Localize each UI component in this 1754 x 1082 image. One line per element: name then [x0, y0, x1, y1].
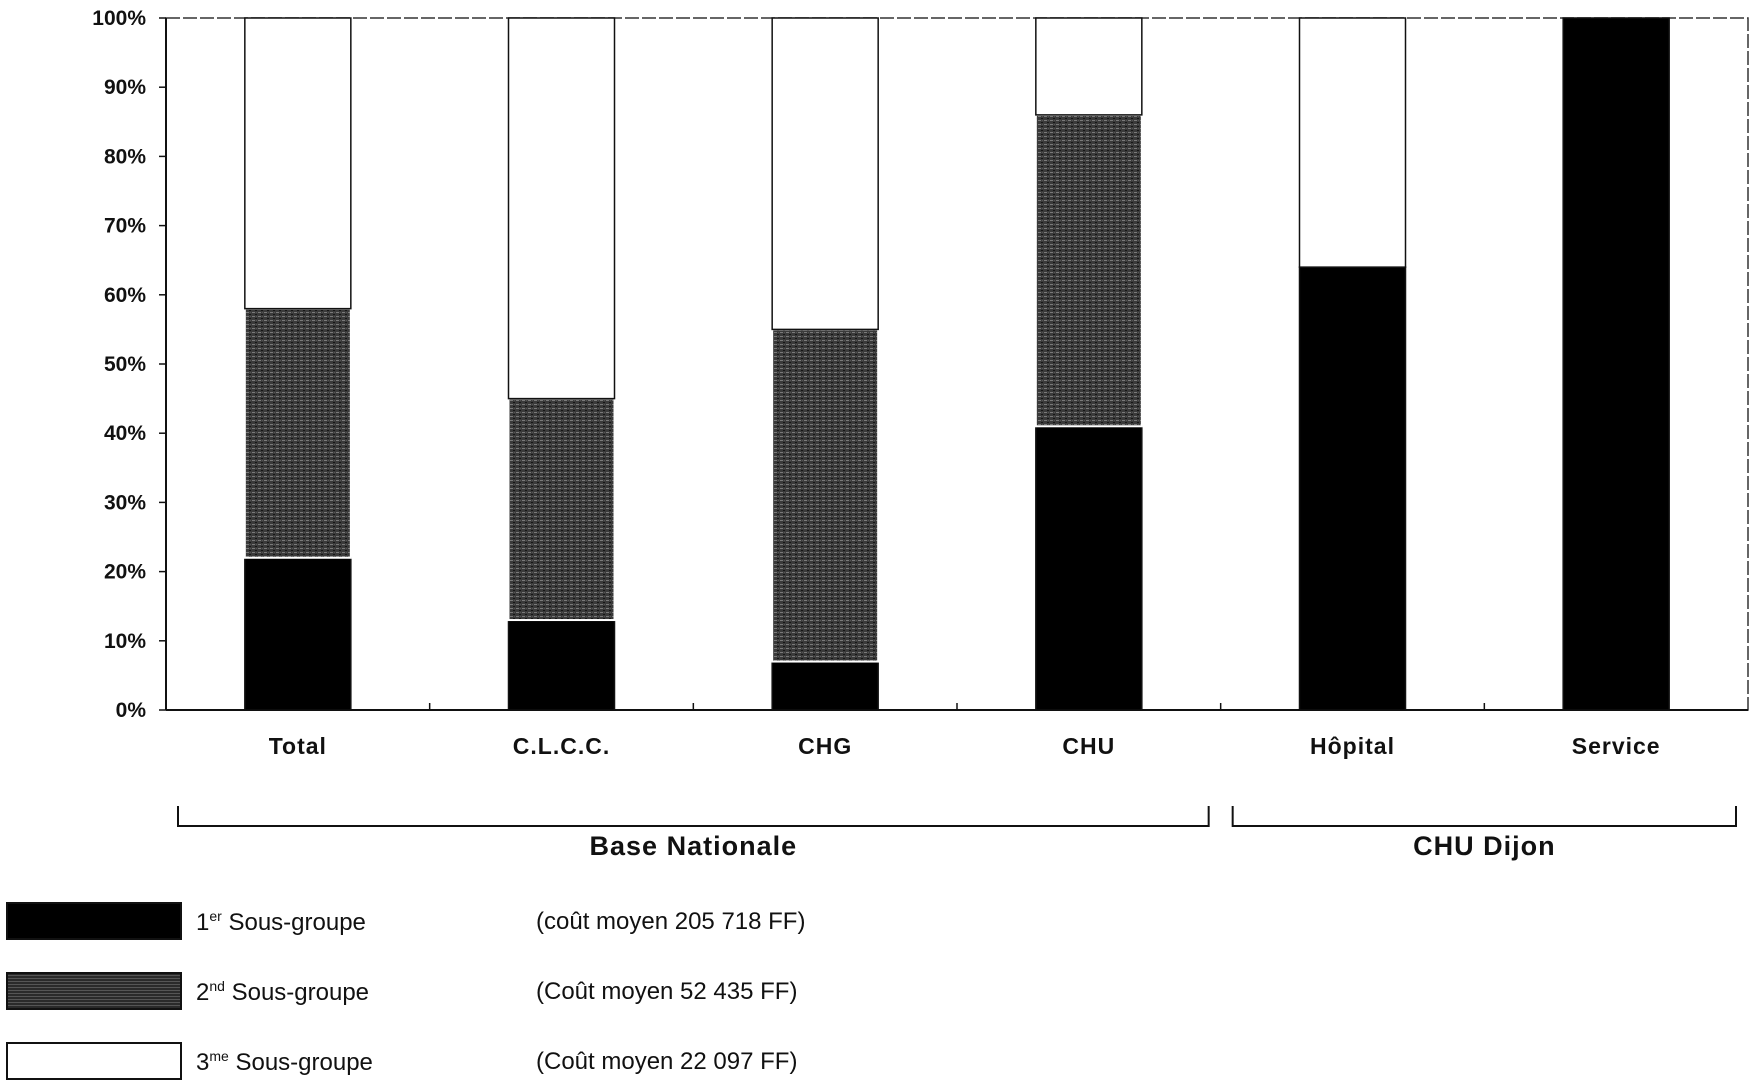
y-tick-label: 90%	[104, 76, 146, 99]
legend-label: 1er Sous-groupe	[196, 908, 366, 937]
legend-cost-note: (coût moyen 205 718 FF)	[536, 908, 806, 935]
legend-cost-note: (Coût moyen 52 435 FF)	[536, 978, 798, 1005]
group-label: Base Nationale	[590, 831, 798, 861]
bar-segment	[1035, 17, 1143, 116]
x-category-label: CHG	[798, 733, 852, 759]
group-label: CHU Dijon	[1413, 831, 1555, 861]
bar-segment	[771, 328, 880, 663]
plot-frame	[165, 17, 1749, 711]
x-category-label: C.L.C.C.	[513, 733, 610, 759]
legend-swatch	[6, 1042, 182, 1080]
bar-segment	[507, 397, 616, 622]
legend-cost-note: (Coût moyen 22 097 FF)	[536, 1048, 798, 1075]
y-tick-label: 60%	[104, 284, 146, 307]
legend-label-suffix: er	[209, 908, 222, 924]
legend-label-number: 3	[196, 1049, 210, 1076]
bar-segment	[1562, 17, 1670, 711]
group-bracket	[1231, 806, 1737, 827]
legend-label-suffix: nd	[209, 978, 225, 994]
bar-segment	[1298, 266, 1407, 711]
legend-label-number: 1	[196, 909, 210, 936]
legend-label: 2nd Sous-groupe	[196, 978, 369, 1007]
legend-swatch	[6, 902, 182, 940]
y-tick-label: 10%	[104, 630, 146, 653]
x-category-label: Hôpital	[1310, 733, 1395, 759]
y-tick-label: 70%	[104, 215, 146, 238]
y-tick-label: 0%	[116, 699, 147, 722]
bar-segment	[507, 17, 616, 400]
legend-label-suffix: me	[209, 1048, 229, 1064]
bar-segment	[771, 660, 879, 711]
bar-segment	[243, 307, 352, 559]
legend-label-text: Sous-groupe	[224, 979, 370, 1006]
y-tick-label: 80%	[104, 145, 146, 168]
y-tick-label: 100%	[92, 7, 146, 30]
bar-segment	[771, 17, 879, 331]
legend-label-text: Sous-groupe	[228, 1049, 373, 1076]
legend-swatch	[6, 972, 182, 1010]
y-tick-label: 20%	[104, 561, 146, 584]
legend-label: 3me Sous-groupe	[196, 1048, 373, 1077]
bar-segment	[1034, 113, 1143, 428]
legend-label-number: 2	[196, 979, 210, 1006]
y-tick-label: 40%	[104, 422, 146, 445]
bar-segment	[507, 619, 616, 711]
x-category-label: Service	[1572, 733, 1661, 759]
chart-labels: Total C.L.C.C. CHG CHU Hôpital Service Base Na…	[177, 733, 1737, 861]
y-tick-label: 50%	[104, 353, 146, 376]
chart-bars	[243, 17, 1670, 711]
bar-segment	[1298, 17, 1407, 268]
bar-segment	[244, 557, 352, 711]
group-bracket	[177, 806, 1210, 827]
chart-axes: 0% 10% 20% 30% 40% 50% 60% 70% 80% 90% 100%	[92, 7, 1749, 722]
x-category-label: CHU	[1062, 733, 1115, 759]
y-tick-label: 30%	[104, 491, 146, 514]
legend-label-text: Sous-groupe	[221, 909, 366, 936]
bar-segment	[244, 17, 352, 310]
x-category-label: Total	[269, 733, 327, 759]
bar-segment	[1035, 425, 1143, 711]
